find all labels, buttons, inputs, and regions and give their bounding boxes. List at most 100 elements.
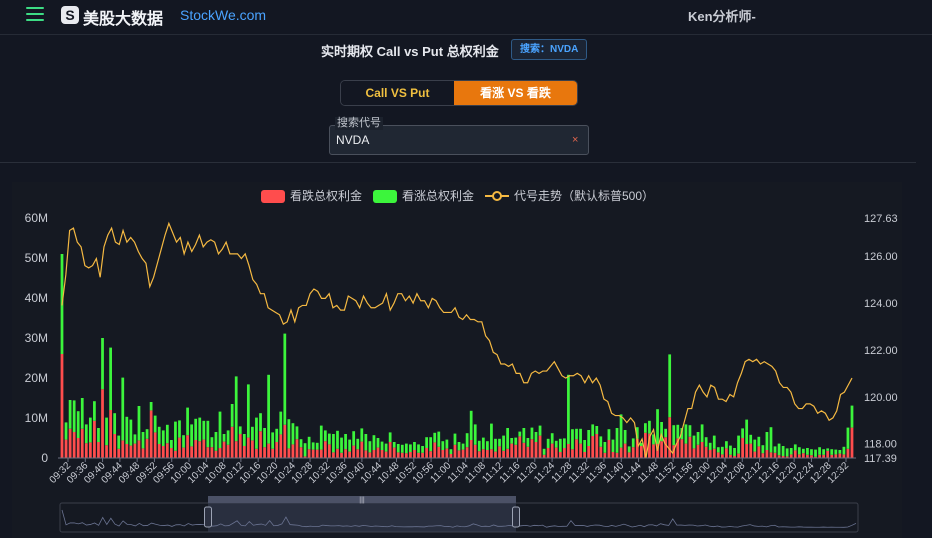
call-bar[interactable]	[810, 449, 813, 456]
call-bar[interactable]	[246, 384, 250, 438]
call-bar[interactable]	[502, 435, 505, 451]
call-bar[interactable]	[826, 448, 830, 451]
put-bar[interactable]	[125, 444, 129, 458]
put-bar[interactable]	[777, 455, 781, 458]
put-bar[interactable]	[749, 443, 753, 458]
put-bar[interactable]	[145, 438, 149, 458]
put-bar[interactable]	[336, 448, 339, 458]
put-bar[interactable]	[271, 448, 275, 458]
call-bar[interactable]	[417, 444, 420, 453]
call-bar[interactable]	[101, 338, 104, 390]
slider-handle-right[interactable]	[512, 506, 520, 528]
put-bar[interactable]	[737, 453, 740, 458]
put-bar[interactable]	[165, 443, 169, 458]
call-bar[interactable]	[753, 439, 757, 452]
put-bar[interactable]	[680, 439, 684, 458]
call-bar[interactable]	[623, 430, 627, 444]
put-bar[interactable]	[838, 453, 842, 458]
call-bar[interactable]	[733, 448, 736, 456]
call-bar[interactable]	[814, 449, 817, 457]
put-bar[interactable]	[97, 442, 100, 458]
call-bar[interactable]	[303, 443, 307, 457]
call-bar[interactable]	[720, 446, 724, 455]
put-bar[interactable]	[311, 449, 315, 458]
call-bar[interactable]	[396, 444, 400, 453]
put-bar[interactable]	[753, 451, 757, 458]
call-bar[interactable]	[409, 444, 412, 452]
put-bar[interactable]	[635, 438, 639, 458]
put-bar[interactable]	[603, 452, 607, 458]
call-bar[interactable]	[311, 442, 315, 450]
put-bar[interactable]	[234, 441, 238, 458]
call-bar[interactable]	[716, 447, 720, 453]
put-bar[interactable]	[388, 442, 392, 458]
call-bar[interactable]	[388, 432, 392, 442]
call-bar[interactable]	[550, 433, 554, 444]
call-bar[interactable]	[761, 445, 765, 454]
call-bar[interactable]	[445, 439, 449, 449]
call-bar[interactable]	[648, 420, 651, 434]
call-bar[interactable]	[522, 428, 526, 443]
put-bar[interactable]	[518, 436, 522, 458]
call-bar[interactable]	[530, 427, 534, 440]
put-bar[interactable]	[368, 452, 372, 458]
put-bar[interactable]	[328, 444, 331, 458]
put-bar[interactable]	[352, 445, 356, 458]
call-bar[interactable]	[88, 417, 92, 443]
slider-window-bar[interactable]	[208, 496, 516, 503]
call-bar[interactable]	[141, 432, 145, 449]
call-bar[interactable]	[218, 411, 222, 448]
put-bar[interactable]	[477, 451, 481, 458]
put-bar[interactable]	[830, 454, 834, 458]
call-bar[interactable]	[145, 429, 149, 439]
put-bar[interactable]	[599, 446, 603, 458]
call-bar[interactable]	[202, 420, 206, 440]
call-bar[interactable]	[97, 428, 100, 442]
call-bar[interactable]	[765, 432, 769, 450]
call-bar[interactable]	[773, 446, 777, 453]
hamburger-icon[interactable]	[26, 7, 44, 21]
call-bar[interactable]	[242, 434, 246, 446]
put-bar[interactable]	[161, 446, 165, 458]
brand-domain[interactable]: StockWe.com	[180, 7, 267, 23]
put-bar[interactable]	[571, 449, 574, 458]
call-bar[interactable]	[198, 417, 202, 442]
put-bar[interactable]	[704, 446, 708, 458]
put-bar[interactable]	[526, 446, 530, 458]
call-bar[interactable]	[344, 434, 347, 450]
put-bar[interactable]	[494, 451, 497, 458]
put-bar[interactable]	[396, 452, 400, 458]
call-bar[interactable]	[291, 423, 295, 445]
put-bar[interactable]	[445, 448, 449, 458]
call-bar[interactable]	[838, 450, 842, 454]
put-bar[interactable]	[101, 389, 104, 458]
put-bar[interactable]	[700, 442, 704, 458]
put-bar[interactable]	[449, 454, 453, 458]
put-bar[interactable]	[76, 438, 80, 458]
put-bar[interactable]	[733, 456, 736, 458]
call-bar[interactable]	[429, 437, 433, 452]
call-bar[interactable]	[757, 436, 761, 447]
call-bar[interactable]	[222, 434, 226, 442]
call-bar[interactable]	[105, 417, 108, 446]
call-bar[interactable]	[64, 422, 68, 440]
put-bar[interactable]	[174, 450, 177, 458]
call-bar[interactable]	[850, 405, 854, 428]
legend-put-swatch[interactable]	[261, 190, 285, 203]
call-bar[interactable]	[319, 425, 323, 450]
call-bar[interactable]	[842, 446, 846, 455]
call-bar[interactable]	[781, 446, 785, 456]
call-bar[interactable]	[769, 427, 773, 453]
put-bar[interactable]	[267, 443, 270, 458]
put-bar[interactable]	[210, 447, 214, 458]
put-bar[interactable]	[315, 449, 319, 458]
call-bar[interactable]	[259, 413, 262, 432]
call-bar[interactable]	[336, 430, 339, 449]
call-bar[interactable]	[368, 441, 372, 453]
call-bar[interactable]	[271, 432, 275, 449]
put-bar[interactable]	[554, 447, 558, 458]
put-bar[interactable]	[481, 449, 485, 458]
put-bar[interactable]	[340, 452, 343, 458]
search-input-value[interactable]: NVDA	[336, 133, 370, 147]
put-bar[interactable]	[469, 440, 473, 458]
